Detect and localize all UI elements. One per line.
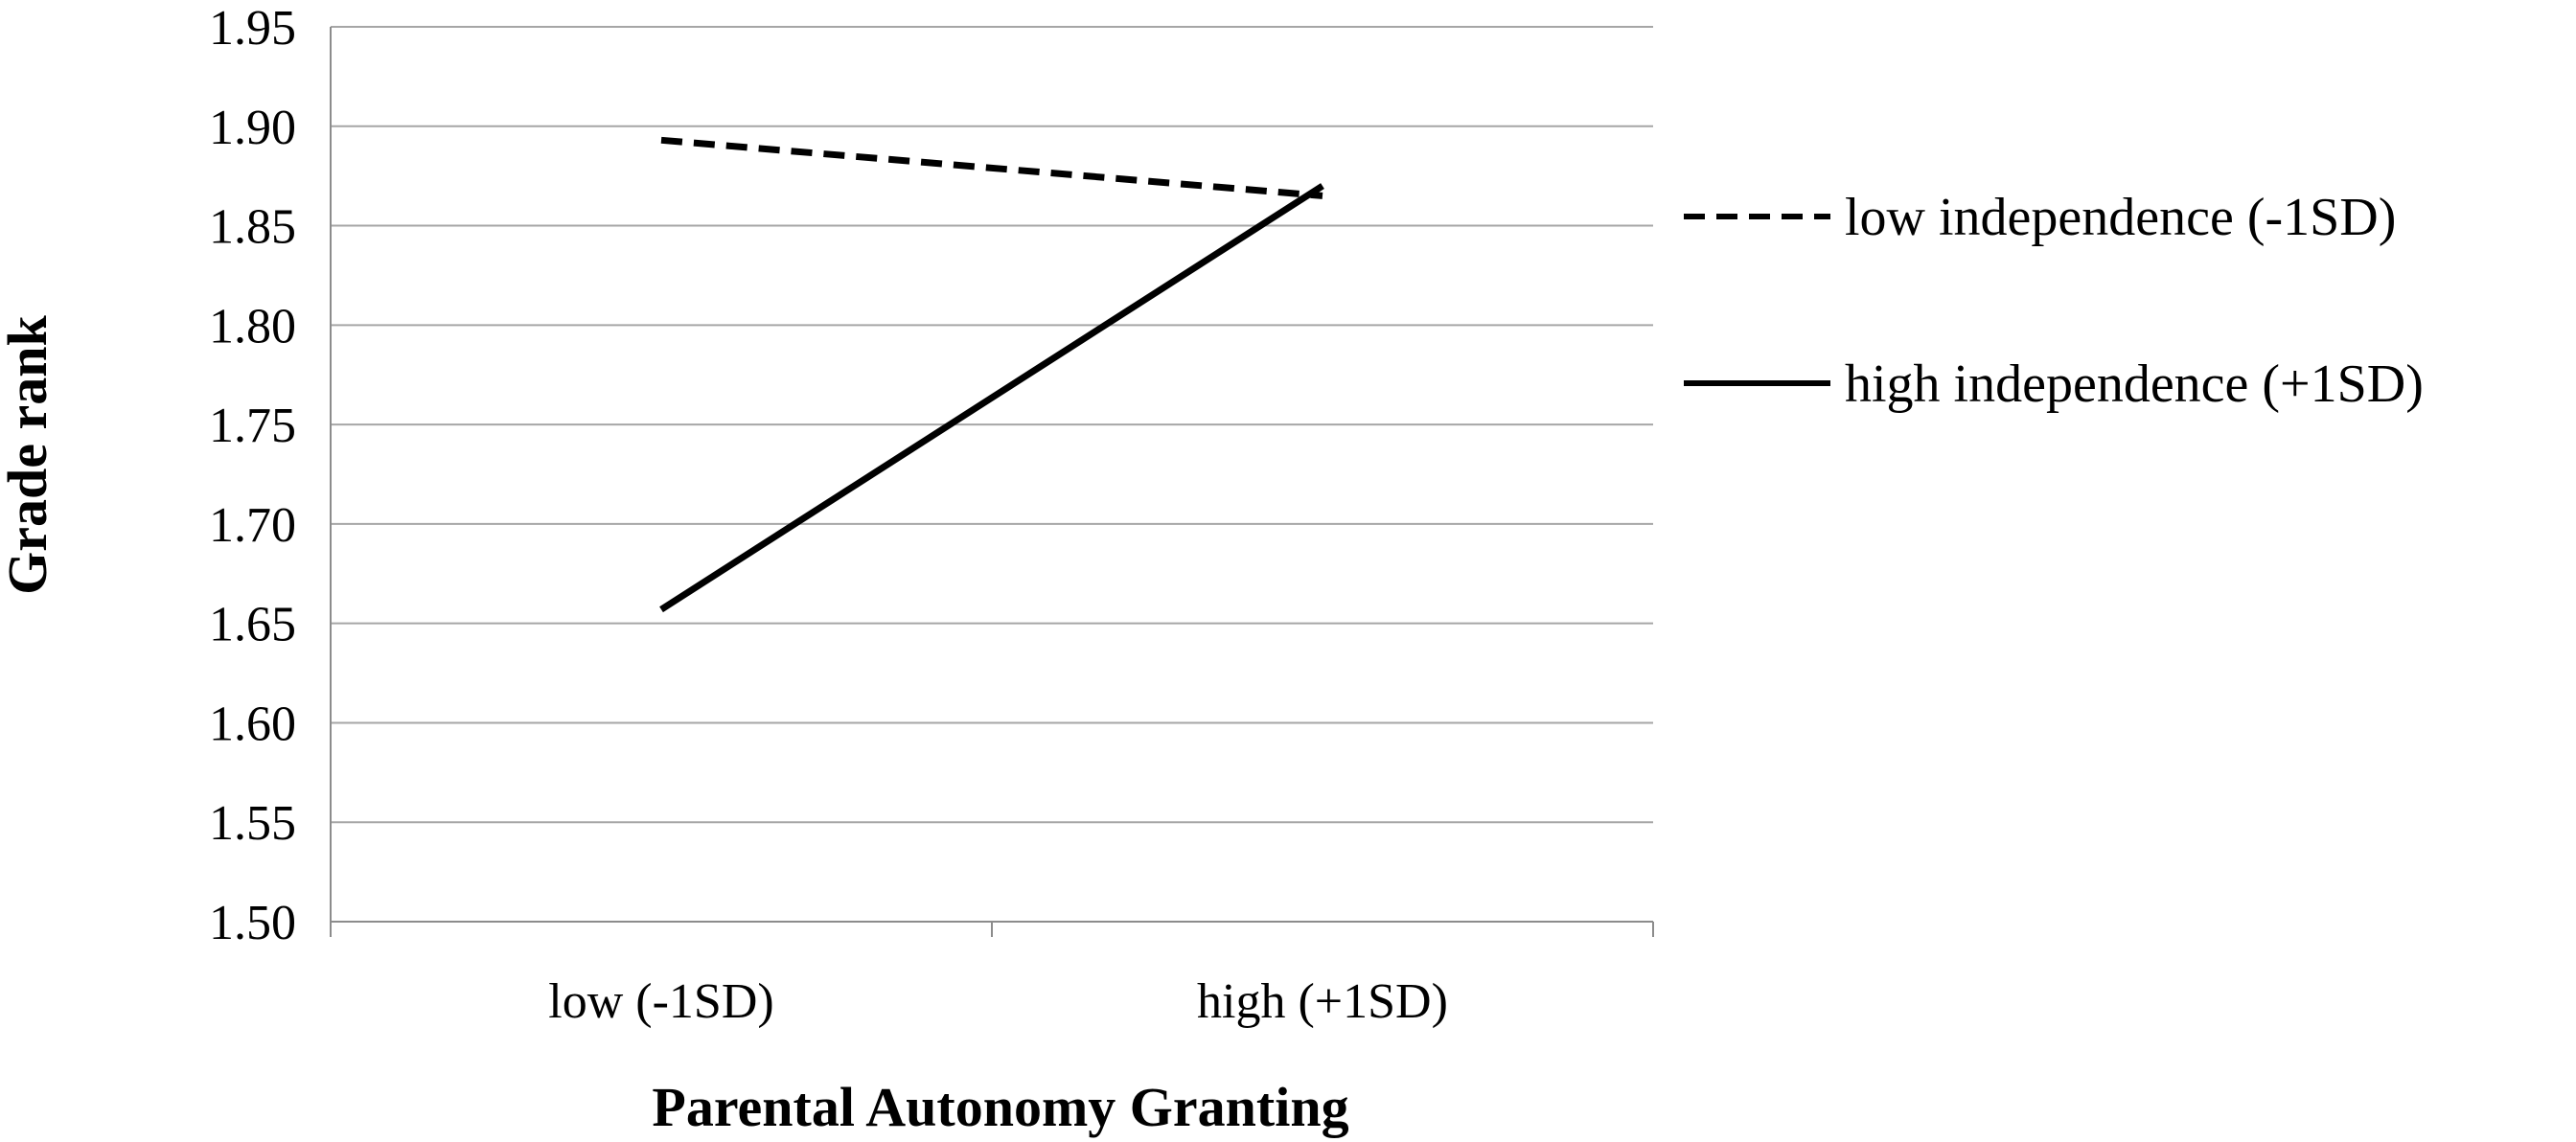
y-tick-label: 1.85 — [209, 200, 296, 255]
y-tick-label: 1.60 — [209, 697, 296, 751]
legend-item-high-independence: high independence (+1SD) — [1684, 354, 2424, 414]
gridlines — [331, 26, 1653, 824]
x-axis-title: Parental Autonomy Granting — [652, 1076, 1348, 1138]
y-tick-label: 1.95 — [209, 1, 296, 56]
x-tick-label: low (-1SD) — [548, 974, 773, 1029]
legend-label-low-independence: low independence (-1SD) — [1845, 188, 2396, 247]
legend-label-high-independence: high independence (+1SD) — [1845, 354, 2424, 414]
series-line-low-independence — [660, 136, 1323, 199]
y-tick-label: 1.55 — [209, 796, 296, 851]
y-tick-labels: 1.50 1.55 1.60 1.65 1.70 1.75 1.80 1.85 1.90 1.95 — [209, 1, 296, 950]
y-tick-label: 1.65 — [209, 598, 296, 652]
axes — [330, 27, 1654, 937]
y-tick-label: 1.90 — [209, 101, 296, 155]
y-tick-label: 1.80 — [209, 299, 296, 354]
series-lines — [659, 136, 1324, 613]
y-tick-label: 1.75 — [209, 399, 296, 453]
y-axis-title: Grade rank — [0, 314, 58, 594]
x-tick-labels: low (-1SD) high (+1SD) — [548, 974, 1448, 1029]
x-tick-label: high (+1SD) — [1197, 974, 1448, 1029]
y-tick-label: 1.70 — [209, 498, 296, 553]
legend-item-low-independence: low independence (-1SD) — [1684, 188, 2396, 247]
series-line-high-independence — [659, 183, 1324, 613]
legend: low independence (-1SD) high independenc… — [1684, 188, 2424, 414]
y-tick-label: 1.50 — [209, 896, 296, 950]
